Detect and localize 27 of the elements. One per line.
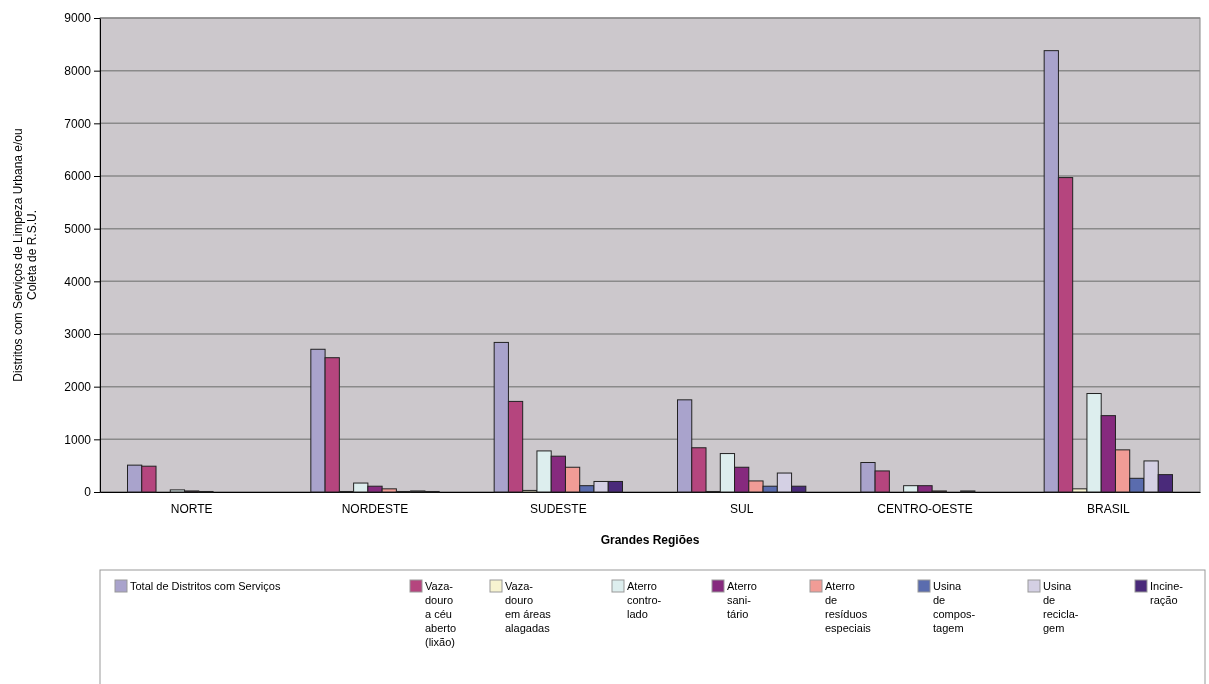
- legend-label: Usina de compos- tagem: [933, 580, 976, 634]
- legend-label: Aterro sani- tário: [727, 580, 757, 620]
- y-tick-label: 0: [84, 485, 92, 500]
- legend-label: Usina de recicla- gem: [1043, 580, 1079, 634]
- y-tick-label: 3000: [64, 327, 92, 342]
- x-tick-label: BRASIL: [1086, 501, 1130, 516]
- x-tick-label: NORDESTE: [341, 501, 409, 516]
- y-tick-label: 2000: [64, 380, 92, 395]
- y-tick-label: 6000: [64, 169, 92, 184]
- y-tick-label: 7000: [64, 116, 92, 131]
- y-axis-title: Distritos com Serviços de Limpeza Urbana e/ou Coleta de R.S.U.: [11, 128, 39, 382]
- legend-label: Incine- ração: [1150, 580, 1184, 606]
- y-tick-label: 1000: [64, 432, 92, 447]
- legend-label: Total de Distritos com Serviços: [130, 580, 281, 592]
- y-tick-label: 4000: [64, 274, 92, 289]
- x-axis-title: Grandes Regiões: [600, 533, 700, 547]
- legend-label: Vaza- douro em áreas alagadas: [505, 580, 552, 634]
- y-tick-label: 9000: [64, 11, 92, 26]
- legend-label: Vaza- douro a céu aberto (lixão): [425, 580, 457, 648]
- legend-label: Aterro contro- lado: [627, 580, 662, 620]
- y-tick-label: 5000: [64, 222, 92, 237]
- y-tick-label: 8000: [64, 64, 92, 79]
- x-tick-label: NORTE: [170, 501, 213, 516]
- legend-label: Aterro de resíduos especiais: [825, 580, 872, 634]
- x-tick-label: SUL: [729, 501, 754, 516]
- x-tick-label: SUDESTE: [529, 501, 587, 516]
- x-tick-label: CENTRO-OESTE: [877, 501, 973, 516]
